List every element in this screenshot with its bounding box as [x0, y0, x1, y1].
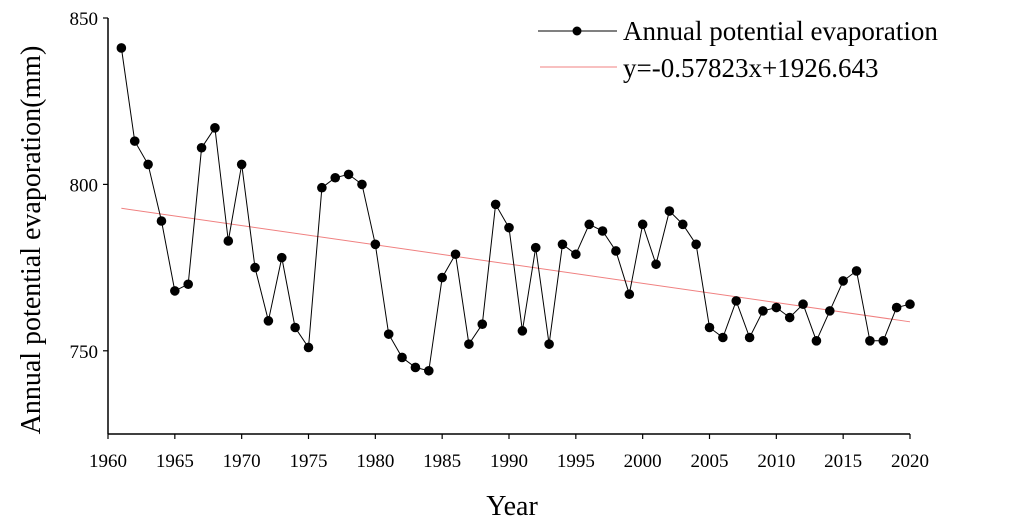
y-tick-label: 750 — [70, 342, 99, 363]
data-point — [303, 342, 314, 353]
data-point — [664, 206, 675, 216]
data-point — [156, 216, 167, 226]
data-point — [464, 339, 474, 349]
data-point — [504, 222, 514, 233]
x-tick-label: 1970 — [223, 451, 261, 472]
data-point — [624, 289, 635, 300]
data-point — [490, 199, 501, 210]
data-point — [798, 299, 808, 310]
legend-label-trend: y=-0.57823x+1926.643 — [623, 53, 878, 83]
data-series-group — [116, 43, 915, 376]
data-point — [424, 365, 434, 376]
x-tick-label: 2010 — [757, 451, 795, 472]
data-point — [397, 352, 407, 363]
x-tick-label: 1975 — [290, 451, 328, 472]
data-point — [343, 169, 354, 180]
data-point — [450, 249, 461, 260]
data-point — [758, 306, 768, 316]
data-point — [143, 159, 153, 170]
data-point — [691, 239, 701, 250]
data-point — [718, 332, 728, 343]
legend-marker-evaporation — [572, 26, 582, 36]
x-tick-label: 2005 — [691, 451, 729, 472]
data-point — [276, 252, 287, 263]
data-point — [611, 246, 621, 256]
trend-line-group — [121, 207, 911, 323]
data-point — [477, 319, 488, 329]
data-point — [250, 262, 260, 273]
data-point — [838, 276, 848, 286]
x-tick-label: 2000 — [624, 451, 662, 472]
data-point — [210, 123, 220, 133]
data-point — [263, 316, 274, 326]
data-point — [170, 286, 180, 296]
x-tick-label: 1980 — [356, 451, 394, 472]
data-point — [290, 322, 300, 333]
data-point — [584, 219, 594, 230]
data-point — [370, 239, 381, 250]
data-point — [865, 336, 875, 346]
x-tick-label: 1985 — [423, 451, 461, 472]
x-tick-label: 1965 — [156, 451, 194, 472]
data-point — [637, 219, 648, 230]
x-tick-label: 1995 — [557, 451, 595, 472]
x-tick-label: 2020 — [891, 451, 929, 472]
data-point — [236, 159, 247, 170]
x-axis-label: Year — [486, 491, 538, 522]
data-point — [905, 299, 915, 310]
series-line-evaporation — [120, 47, 911, 372]
data-point — [677, 219, 688, 230]
legend-label-evaporation: Annual potential evaporation — [623, 16, 938, 46]
x-tick-label: 2015 — [824, 451, 862, 472]
data-point — [530, 242, 541, 253]
data-point — [744, 332, 755, 343]
legend: Annual potential evaporation y=-0.57823x… — [538, 16, 938, 83]
data-point — [784, 312, 795, 323]
data-point — [891, 302, 902, 313]
data-point — [317, 182, 327, 193]
data-point — [571, 249, 581, 260]
data-point — [357, 179, 367, 190]
axes — [103, 17, 911, 439]
data-point — [410, 362, 421, 373]
data-point — [383, 329, 394, 339]
data-point — [330, 172, 341, 183]
data-point — [183, 279, 193, 290]
x-tick-label: 1960 — [89, 451, 127, 472]
data-point — [704, 322, 715, 333]
data-point — [597, 226, 608, 236]
data-point — [116, 43, 127, 53]
data-point — [825, 306, 835, 316]
data-point — [851, 266, 862, 276]
data-point — [223, 236, 234, 246]
y-axis-label: Annual potential evaporation(mm) — [16, 46, 47, 435]
y-tick-label: 800 — [70, 175, 99, 196]
trend-line — [121, 207, 911, 323]
data-point — [811, 336, 822, 346]
y-tick-label: 850 — [70, 9, 99, 30]
data-point — [557, 239, 568, 250]
data-point — [517, 326, 528, 336]
data-point — [129, 136, 140, 146]
data-point — [544, 339, 554, 349]
data-point — [731, 296, 742, 306]
data-point — [651, 259, 661, 270]
data-point — [878, 336, 889, 346]
data-point — [771, 302, 782, 313]
data-point — [196, 142, 207, 153]
x-tick-label: 1990 — [490, 451, 528, 472]
data-point — [437, 272, 447, 283]
tick-labels: 1960 1965 1970 1975 1980 1985 1990 1995 2000 2005… — [70, 9, 930, 472]
